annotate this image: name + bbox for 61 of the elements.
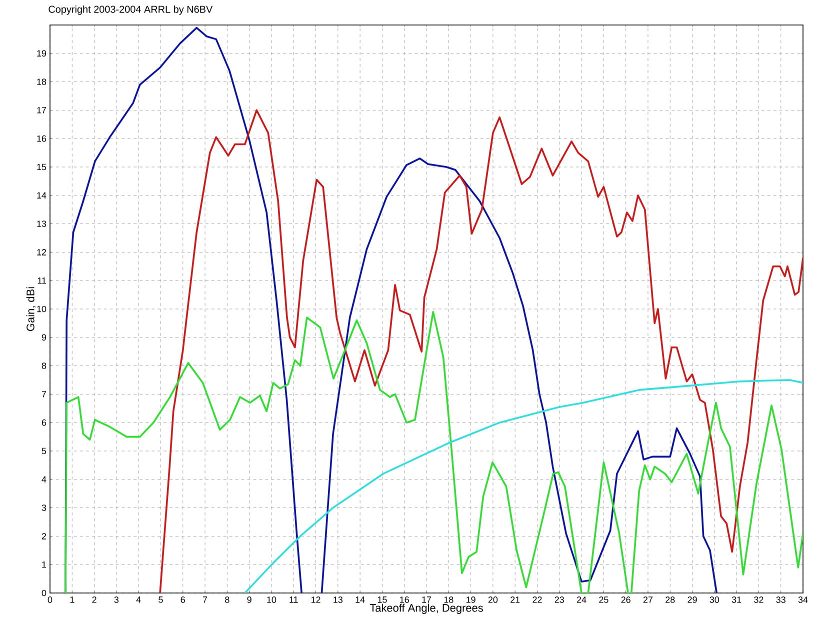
y-tick-label: 18: [37, 78, 46, 85]
x-tick-label: 10: [267, 596, 276, 603]
y-tick-label: 17: [37, 107, 46, 114]
line-series: [244, 379, 804, 593]
y-tick-label: 0: [42, 590, 46, 596]
x-tick-label: 9: [247, 596, 252, 603]
y-tick-label: 13: [37, 220, 46, 227]
x-tick-label: 12: [311, 596, 320, 603]
text: Copyright 2003-2004 ARRL by N6BV: [48, 6, 213, 15]
y-tick-label: 9: [42, 334, 46, 341]
x-tick-label: 30: [710, 596, 720, 603]
y-tick-label: 10: [37, 306, 46, 312]
x-tick-label: 16: [400, 596, 409, 603]
x-tick-label: 22: [532, 596, 542, 603]
x-tick-label: 26: [621, 596, 630, 603]
y-tick-label: 12: [37, 249, 46, 256]
x-tick-label: 1: [70, 596, 74, 603]
x-tick-label: 18: [444, 596, 454, 603]
y-tick-label: 3: [42, 504, 46, 511]
x-tick-label: 28: [666, 596, 675, 603]
y-tick-label: 2: [42, 533, 46, 540]
x-tick-label: 5: [158, 596, 163, 603]
x-tick-label: 23: [554, 596, 564, 603]
x-tick-label: 33: [776, 596, 786, 603]
y-tick-label: 4: [42, 476, 46, 482]
x-tick-label: 25: [599, 596, 608, 603]
x-tick-label: 20: [488, 596, 498, 603]
x-tick-label: 27: [643, 596, 653, 603]
x-tick-label: 14: [356, 596, 365, 603]
x-tick-label: 32: [754, 596, 764, 603]
y-tick-label: 1: [42, 562, 46, 568]
y-tick-label: 16: [37, 135, 46, 142]
y-tick-label: 6: [42, 419, 46, 426]
y-tick-label: 15: [37, 164, 46, 170]
y-tick-label: 14: [37, 192, 46, 198]
x-tick-label: 21: [510, 596, 520, 603]
y-tick-label: 7: [42, 391, 46, 398]
y-tick-label: 5: [42, 448, 46, 454]
y-tick-label: 11: [38, 278, 46, 284]
x-tick-label: 6: [180, 596, 185, 603]
x-tick-label: 2: [92, 596, 96, 603]
x-tick-label: 3: [114, 596, 119, 603]
line-series: [64, 310, 804, 593]
x-tick-label: 11: [290, 596, 298, 603]
y-tick-label: 8: [42, 362, 46, 369]
x-axis-title: Takeoff Angle, Degrees: [370, 604, 483, 614]
x-tick-label: 0: [48, 596, 52, 603]
x-tick-label: 24: [577, 596, 586, 603]
x-tick-label: 4: [136, 596, 141, 603]
x-tick-label: 19: [466, 596, 476, 603]
x-tick-label: 13: [334, 596, 343, 603]
x-tick-label: 15: [378, 596, 387, 603]
y-tick-label: 19: [37, 50, 46, 57]
x-tick-label: 17: [422, 596, 432, 603]
line-series: [159, 109, 804, 593]
y-axis-title: Gain, dBi: [26, 287, 36, 331]
x-tick-label: 34: [798, 596, 808, 603]
x-tick-label: 29: [688, 596, 697, 603]
x-tick-label: 8: [225, 596, 230, 603]
x-tick-label: 7: [202, 596, 208, 603]
x-tick-label: 31: [732, 596, 742, 603]
